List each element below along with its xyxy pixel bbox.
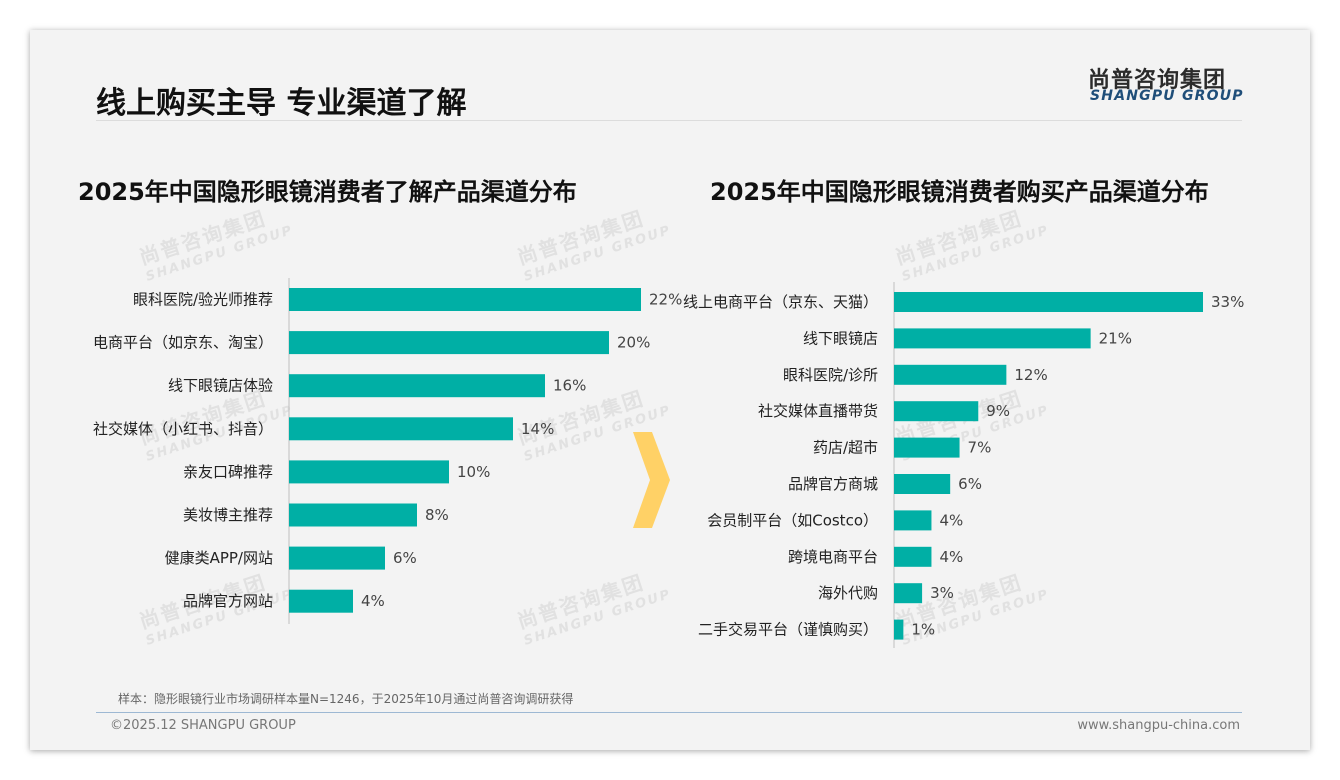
sample-note: 样本：隐形眼镜行业市场调研样本量N=1246，于2025年10月通过尚普咨询调研… <box>118 692 574 706</box>
charts-canvas: 眼科医院/验光师推荐 22% 电商平台（如京东、淘宝） 20% 线下眼镜店体验 16% 社交… <box>93 278 1244 648</box>
right-bar-chart: 线上电商平台（京东、天猫） 33% 线下眼镜店 21% 眼科医院/诊所 12% 社交媒体直播… <box>683 282 1244 648</box>
bar <box>894 292 1203 312</box>
slide: 尚普咨询集团 SHANGPU GROUP 尚普咨询集团 SHANGPU GROUP … <box>30 30 1310 750</box>
bar <box>894 546 932 567</box>
value-label: 6% <box>393 549 417 567</box>
bar <box>894 437 960 458</box>
value-label: 14% <box>521 420 554 438</box>
category-label: 线上电商平台（京东、天猫） <box>683 293 878 311</box>
bar <box>894 364 1007 385</box>
value-label: 7% <box>968 439 992 457</box>
bar <box>894 474 951 494</box>
bar <box>894 328 1091 349</box>
value-label: 6% <box>958 475 982 493</box>
bar <box>894 401 979 422</box>
bar <box>289 331 609 355</box>
copyright: ©2025.12 SHANGPU GROUP <box>110 718 296 733</box>
bar <box>894 510 932 531</box>
bar <box>289 503 417 527</box>
logo-en: SHANGPU GROUP <box>1090 88 1244 104</box>
value-label: 9% <box>986 402 1010 420</box>
title-divider <box>96 120 1242 121</box>
value-label: 22% <box>649 291 682 309</box>
category-label: 品牌官方商城 <box>788 475 878 493</box>
category-label: 健康类APP/网站 <box>165 549 273 567</box>
value-label: 33% <box>1211 293 1244 311</box>
category-label: 社交媒体（小红书、抖音） <box>93 420 273 438</box>
bar <box>894 619 904 640</box>
category-label: 二手交易平台（谨慎购买） <box>698 621 878 639</box>
bar <box>289 589 353 613</box>
bar <box>289 374 545 398</box>
category-label: 线下眼镜店体验 <box>168 377 273 395</box>
bar <box>289 546 385 570</box>
category-label: 海外代购 <box>818 584 878 602</box>
value-label: 4% <box>939 548 963 566</box>
value-label: 4% <box>939 511 963 529</box>
value-label: 16% <box>553 377 586 395</box>
category-label: 社交媒体直播带货 <box>758 402 878 420</box>
logo-cn: 尚普咨询集团 <box>1088 68 1227 93</box>
value-label: 12% <box>1014 366 1047 384</box>
category-label: 眼科医院/验光师推荐 <box>133 291 273 309</box>
value-label: 21% <box>1099 329 1132 347</box>
bar <box>894 583 923 604</box>
value-label: 4% <box>361 592 385 610</box>
bar <box>289 417 513 441</box>
value-label: 3% <box>930 584 954 602</box>
category-label: 药店/超市 <box>813 439 878 457</box>
category-label: 眼科医院/诊所 <box>783 366 878 384</box>
bar <box>289 460 449 484</box>
right-chart-title: 2025年中国隐形眼镜消费者购买产品渠道分布 <box>710 178 1209 206</box>
category-label: 跨境电商平台 <box>788 548 878 566</box>
footer-divider <box>96 712 1242 713</box>
category-label: 电商平台（如京东、淘宝） <box>93 334 273 352</box>
left-chart-title: 2025年中国隐形眼镜消费者了解产品渠道分布 <box>78 178 577 206</box>
arrow-right-icon <box>633 432 670 528</box>
category-label: 美妆博主推荐 <box>183 506 273 524</box>
value-label: 1% <box>911 621 935 639</box>
bar <box>289 288 641 311</box>
category-label: 品牌官方网站 <box>183 592 273 610</box>
value-label: 8% <box>425 506 449 524</box>
category-label: 线下眼镜店 <box>803 329 878 347</box>
website-link[interactable]: www.shangpu-china.com <box>1077 718 1240 733</box>
category-label: 亲友口碑推荐 <box>183 463 273 481</box>
page-title: 线上购买主导 专业渠道了解 <box>96 86 467 121</box>
value-label: 10% <box>457 463 490 481</box>
left-bar-chart: 眼科医院/验光师推荐 22% 电商平台（如京东、淘宝） 20% 线下眼镜店体验 16% 社交… <box>93 278 682 624</box>
category-label: 会员制平台（如Costco） <box>707 511 878 529</box>
value-label: 20% <box>617 334 650 352</box>
